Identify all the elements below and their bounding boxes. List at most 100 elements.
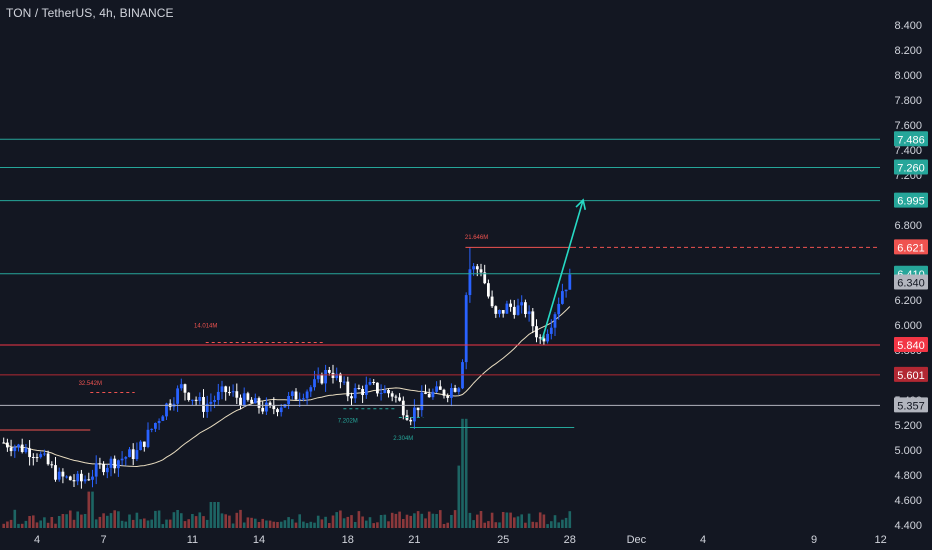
price-badge [894,397,928,413]
volume-bar [535,522,538,528]
chart-title: TON / TetherUS, 4h, BINANCE [6,6,174,20]
candle-body [468,269,472,295]
candle-body [331,372,335,378]
y-tick-label: 5.200 [894,420,922,432]
volume-bar [372,523,375,528]
volume-bar [172,512,176,528]
volume-bar [187,519,190,528]
candle-body [39,454,43,458]
volume-bar [80,514,83,528]
volume-bar [527,513,531,528]
candle-body [398,397,401,401]
volume-bar [446,522,449,528]
projection-arrow[interactable] [541,198,587,341]
x-tick-label: 7 [101,534,107,546]
volume-bar [287,517,290,528]
volume-bar [298,514,301,528]
candle-body [139,441,142,451]
candle-body [198,397,202,401]
price-badge-label: 7.486 [897,134,925,146]
candle-body [383,390,387,393]
candle-body [324,370,327,384]
candle-body [353,388,357,399]
volume-bar [457,465,461,528]
volume-bar [143,518,146,528]
candle-body [316,374,320,380]
candle-body [438,386,442,390]
y-tick-label: 8.000 [894,70,922,82]
y-tick-label: 8.400 [894,20,922,32]
volume-bar [235,512,239,528]
candle-body [357,388,361,389]
volume-bar [268,520,272,528]
volume-bar [402,519,405,528]
candle-body [276,409,279,413]
volume-bar [242,522,246,528]
y-tick-label: 8.200 [894,45,922,57]
candle-body [538,337,542,339]
x-axis[interactable]: 4 7 11 14 18 21 25 28 Dec 4 9 12 [34,534,887,546]
volume-bar [424,518,427,528]
price-badge-label: 5.840 [897,340,925,352]
volume-bar [557,522,560,528]
candle-body [109,458,113,468]
volume-bar [342,518,346,528]
candle-body [553,314,557,328]
volume-bar [165,519,168,528]
x-tick-label: 4 [700,534,706,546]
candle-body [94,463,98,477]
candle-body [209,401,213,404]
candle-body [342,381,346,383]
candle-body [309,387,313,392]
annotation-label: 32.542M [79,381,102,387]
volume-bar [405,514,409,528]
candle-body [50,464,54,466]
volume-bar [464,418,468,528]
x-tick-label: 21 [408,534,420,546]
volume-bar [13,509,17,528]
volume-bar [476,514,479,528]
volume-bar [146,520,150,528]
candle-body [242,393,246,406]
volume-bar [168,519,172,528]
volume-bar [176,510,179,528]
volume-bar [413,513,416,528]
candle-body [35,457,39,459]
volume-bar [350,515,353,528]
x-tick-label: 4 [34,534,40,546]
volume-bar [2,523,5,528]
candle-body [442,389,446,396]
candle-body [376,382,379,394]
volume-bar [494,522,498,528]
candle-body [102,464,105,473]
candle-body [17,444,20,448]
volume-bar [120,520,124,528]
y-tick-label: 6.800 [894,220,922,232]
x-tick-label: 9 [811,534,817,546]
arrow-shaft [541,199,584,341]
y-tick-label: 7.600 [894,120,922,132]
volume-bar [305,523,309,528]
volume-bar [339,510,342,528]
candle-body [290,391,294,396]
annotation-label: 7.202M [338,419,358,425]
volume-bar [217,502,220,528]
volume-bar [106,515,109,528]
volume-bar [387,521,390,528]
volume-bar [353,522,357,528]
candle-body [150,428,154,430]
volume-bar [409,515,412,528]
candle-body [220,386,224,392]
volume-bar [524,522,527,528]
volume-bar [57,516,61,528]
volume-bar [531,521,535,528]
candle-body [202,397,205,412]
candle-body [61,471,65,477]
candle-body [294,391,298,400]
volume-bar [239,509,242,528]
candle-body [427,393,431,398]
candle-body [253,398,257,404]
volume-bar [538,512,542,528]
candle-body [512,306,516,315]
